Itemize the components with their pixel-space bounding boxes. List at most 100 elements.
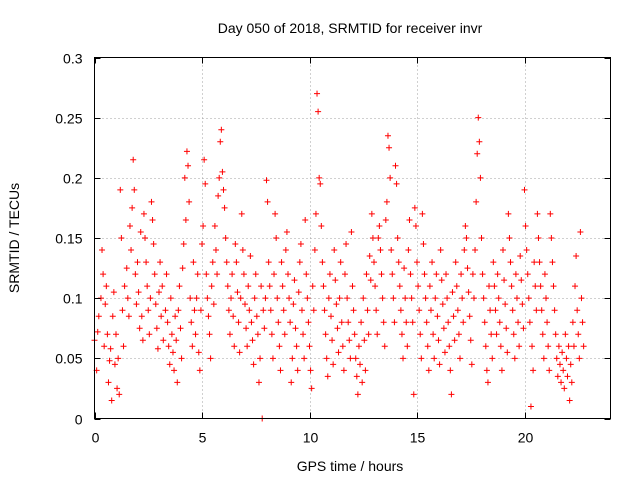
data-point <box>519 301 526 308</box>
data-point <box>533 307 540 314</box>
data-point <box>99 247 106 254</box>
data-point <box>200 222 207 229</box>
data-point <box>447 367 454 374</box>
data-point <box>515 319 522 326</box>
data-point <box>275 319 282 326</box>
data-point <box>185 162 192 169</box>
data-point <box>544 319 551 326</box>
data-point <box>490 259 497 266</box>
data-point <box>139 337 146 344</box>
data-point <box>540 355 547 362</box>
data-point <box>357 361 364 368</box>
data-point <box>429 259 436 266</box>
data-point <box>398 331 405 338</box>
data-point <box>148 198 155 205</box>
data-point <box>346 337 353 344</box>
data-point <box>301 355 308 362</box>
data-point <box>335 349 342 356</box>
data-point <box>298 307 305 314</box>
data-point <box>377 247 384 254</box>
data-point <box>443 271 450 278</box>
data-point <box>231 343 238 350</box>
data-point <box>105 379 112 386</box>
data-point <box>115 355 122 362</box>
data-point <box>329 337 336 344</box>
data-point <box>158 313 165 320</box>
data-point <box>117 186 124 193</box>
data-point <box>219 168 226 175</box>
data-point <box>535 235 542 241</box>
data-point <box>332 277 339 284</box>
data-point <box>130 156 137 163</box>
data-point <box>546 367 553 374</box>
data-point <box>131 186 138 193</box>
data-point <box>566 397 573 404</box>
data-point <box>263 177 270 184</box>
y-tick-label: 0.2 <box>63 171 83 187</box>
data-point <box>101 343 108 350</box>
data-point <box>118 235 125 241</box>
data-point <box>156 289 162 296</box>
data-point <box>128 247 135 254</box>
data-point <box>378 271 385 278</box>
x-tick-label: 15 <box>410 430 426 446</box>
data-point <box>201 156 208 163</box>
data-point <box>126 222 133 229</box>
y-tick-label: 0.25 <box>55 111 82 127</box>
data-point <box>476 138 483 145</box>
data-point <box>355 343 362 350</box>
data-point <box>142 235 149 241</box>
data-point <box>426 283 433 290</box>
data-point <box>459 295 466 302</box>
data-point <box>383 198 390 205</box>
data-point <box>352 355 359 362</box>
data-point <box>186 198 193 205</box>
data-point <box>120 343 127 350</box>
data-point <box>218 126 225 133</box>
data-point <box>282 247 289 254</box>
data-point <box>260 307 267 314</box>
data-point <box>116 391 123 398</box>
data-point <box>252 271 259 278</box>
data-point <box>100 271 107 278</box>
data-point <box>151 271 158 278</box>
data-point <box>388 247 395 254</box>
data-point <box>211 222 218 229</box>
data-point <box>563 355 570 362</box>
data-point <box>469 271 476 278</box>
data-point <box>248 319 255 326</box>
data-point <box>287 319 294 326</box>
data-point <box>202 180 209 187</box>
data-point <box>244 343 251 350</box>
data-point <box>145 307 152 314</box>
data-point <box>334 325 341 332</box>
data-point <box>440 325 447 332</box>
data-point <box>344 295 351 302</box>
data-point <box>138 313 145 320</box>
data-point <box>271 271 278 278</box>
data-point <box>136 325 143 332</box>
data-point <box>418 355 425 362</box>
chart-title: Day 050 of 2018, SRMTID for receiver inv… <box>218 20 483 36</box>
data-point <box>119 307 126 314</box>
data-point <box>373 307 380 314</box>
data-point <box>460 319 467 326</box>
data-point <box>166 361 173 368</box>
data-point <box>513 295 520 302</box>
data-point <box>95 313 102 320</box>
data-point <box>379 295 386 302</box>
data-point <box>575 331 582 338</box>
data-point <box>450 313 457 320</box>
data-point <box>278 259 285 266</box>
data-point <box>409 319 416 326</box>
data-point <box>396 283 403 290</box>
data-point <box>171 367 178 374</box>
data-point <box>503 325 510 332</box>
data-point <box>221 204 228 211</box>
data-point <box>510 331 517 338</box>
data-point <box>199 241 205 248</box>
data-point <box>374 331 381 338</box>
data-point <box>512 271 519 278</box>
data-point <box>193 295 200 302</box>
data-point <box>106 357 113 364</box>
